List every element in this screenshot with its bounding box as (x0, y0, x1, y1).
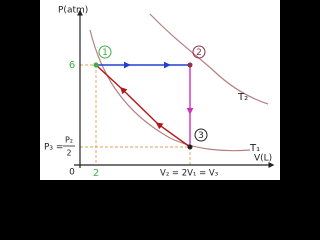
isotherm-label: T₂ (237, 92, 248, 103)
x-axis-label: V(L) (254, 154, 272, 164)
isotherm-t1 (89, 29, 251, 152)
v2-label: V₂ = 2V₁ = V₃ (160, 169, 218, 179)
isotherm-t2 (149, 13, 269, 105)
diagram: 1 2 3 P(atm) V(L) 0 6 2 T₂ T₁ P₃ = P₂ 2 … (40, 0, 280, 180)
p3-label: P₃ = (44, 143, 63, 153)
y-axis-label: P(atm) (58, 6, 88, 16)
state-point (187, 144, 193, 150)
guides (80, 64, 191, 165)
state-point (187, 62, 193, 68)
p3-numerator: P₂ (65, 136, 73, 145)
state-label: 2 (196, 48, 202, 58)
state-circle (98, 45, 112, 59)
page: {"axes": {"y_label": "P(atm)", "x_label"… (40, 0, 280, 180)
state-label: 1 (102, 48, 108, 58)
process-3-1 (155, 122, 191, 148)
y-tick-label: 6 (69, 60, 75, 71)
p3-denominator: 2 (66, 149, 71, 158)
process-3-1 (119, 87, 159, 125)
origin-label: 0 (69, 168, 75, 178)
state-label: 3 (198, 131, 204, 141)
state-circle (194, 128, 208, 142)
process-3-1 (95, 64, 123, 90)
canvas (40, 0, 280, 180)
isotherm-label: T₁ (249, 143, 260, 154)
state-circle (192, 45, 206, 59)
state-point (93, 62, 99, 68)
x-tick-label: 2 (93, 168, 99, 179)
